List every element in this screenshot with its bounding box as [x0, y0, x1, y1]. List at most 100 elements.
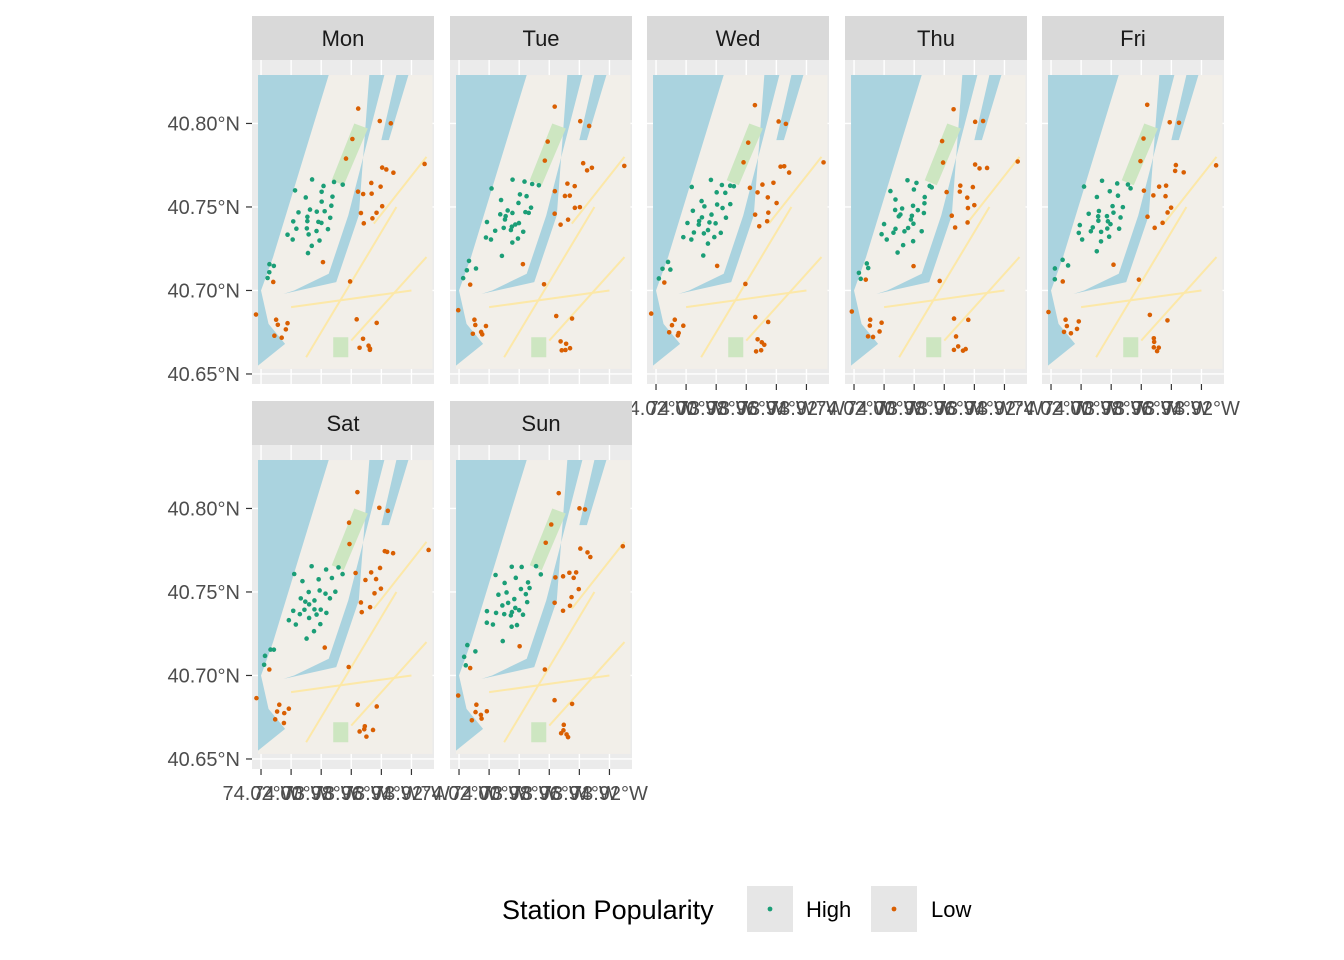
point-fri-high-32	[1095, 214, 1101, 219]
point-thu-low-12	[952, 225, 958, 230]
point-mon-low-14	[391, 170, 396, 176]
point-sat-high-31	[261, 662, 267, 668]
road-3	[373, 541, 428, 610]
facet-thu: Thu 74.02°W74.00°W73.98°W73.96°W73.94°W73…	[816, 16, 1043, 420]
point-thu-low-33	[965, 317, 971, 323]
point-tue-high-0	[489, 186, 494, 191]
point-sat-low-25	[286, 706, 292, 712]
point-fri-high-25	[1076, 230, 1082, 236]
point-tue-high-27	[499, 253, 505, 259]
point-thu-high-15	[922, 201, 927, 206]
point-sun-low-17	[543, 540, 549, 546]
point-mon-low-2	[377, 118, 383, 124]
point-tue-low-7	[565, 181, 570, 186]
point-sun-high-1	[502, 580, 507, 586]
x-tick-label-3: 73.96°W	[906, 398, 983, 420]
strip-label-sat: Sat	[326, 411, 359, 436]
strip-fri	[1042, 16, 1224, 60]
x-tick-label-0: 74.02°W	[618, 398, 695, 420]
point-sat-low-11	[367, 604, 373, 610]
point-sun-high-7	[538, 572, 544, 577]
point-sun-low-21	[473, 709, 478, 715]
point-sat-low-2	[377, 505, 382, 511]
point-fri-low-17	[1138, 158, 1143, 164]
point-sat-high-27	[304, 636, 309, 641]
central-park	[1121, 123, 1158, 186]
point-thu-high-33	[905, 225, 911, 231]
point-sat-high-12	[317, 588, 322, 593]
point-thu-low-9	[965, 205, 971, 211]
road-3	[571, 541, 626, 610]
point-mon-high-31	[265, 275, 270, 281]
point-fri-low-32	[1151, 335, 1157, 341]
point-sun-high-28	[465, 642, 470, 648]
road-1	[488, 289, 610, 309]
point-thu-low-4	[972, 162, 978, 167]
point-wed-low-31	[758, 347, 764, 353]
point-mon-high-13	[322, 208, 327, 214]
point-fri-high-16	[1077, 222, 1083, 228]
point-sun-low-4	[578, 546, 583, 551]
central-park	[331, 123, 368, 186]
point-sat-low-35	[322, 645, 328, 650]
point-fri-high-7	[1128, 186, 1133, 191]
road-0	[1095, 206, 1188, 358]
y-tick-label-3: 40.80°N	[168, 498, 241, 520]
point-thu-low-21	[867, 323, 873, 328]
point-wed-low-28	[752, 314, 758, 320]
point-tue-high-21	[516, 220, 522, 226]
point-sat-low-9	[372, 591, 377, 596]
facet-fri: Fri 74.02°W74.00°W73.98°W73.96°W73.94°W73…	[1013, 16, 1240, 420]
east-river	[1073, 75, 1175, 294]
point-sun-low-1	[548, 522, 554, 527]
point-wed-low-18	[747, 185, 753, 191]
point-tue-high-25	[483, 235, 489, 240]
point-mon-low-13	[384, 167, 389, 172]
point-tue-low-17	[542, 158, 548, 163]
point-fri-low-30	[1151, 345, 1157, 350]
point-sat-high-32	[306, 602, 312, 607]
point-sat-high-14	[327, 596, 333, 601]
point-sun-low-28	[552, 697, 557, 703]
point-tue-low-29	[563, 341, 569, 347]
point-sun-low-0	[556, 490, 562, 496]
point-wed-high-13	[720, 205, 725, 211]
point-mon-low-32	[360, 336, 366, 342]
point-fri-high-4	[1114, 181, 1120, 186]
point-tue-high-14	[526, 210, 532, 216]
point-sun-high-24	[509, 624, 514, 630]
point-wed-low-35	[714, 263, 720, 269]
point-tue-high-5	[524, 193, 529, 199]
central-park	[529, 508, 566, 571]
point-wed-low-6	[765, 195, 771, 200]
point-sat-low-14	[390, 550, 396, 556]
harlem-river	[974, 75, 1002, 141]
point-tue-low-26	[472, 317, 477, 323]
point-tue-high-7	[536, 183, 542, 188]
point-sat-low-33	[374, 704, 380, 709]
x-tick-label-5: 73.92°W	[768, 398, 845, 420]
point-wed-low-3	[783, 121, 789, 127]
central-park	[331, 508, 368, 571]
point-tue-low-34	[567, 345, 573, 351]
point-thu-low-16	[949, 213, 955, 219]
point-sun-high-25	[484, 620, 490, 626]
point-fri-low-2	[1167, 119, 1173, 125]
point-fri-high-2	[1099, 178, 1105, 184]
x-tick-label-5: 73.92°W	[966, 398, 1043, 420]
facet-tue: Tue	[450, 16, 632, 384]
point-thu-low-32	[953, 334, 959, 339]
point-sun-low-30	[558, 730, 564, 736]
point-sat-low-7	[368, 570, 374, 575]
basemap-thu	[851, 75, 1026, 369]
road-2	[548, 641, 626, 727]
point-sat-high-10	[306, 589, 312, 595]
point-thu-low-3	[980, 118, 986, 124]
strip-label-mon: Mon	[322, 26, 365, 51]
point-mon-low-33	[374, 320, 379, 326]
strip-sat	[252, 401, 434, 445]
point-sat-high-6	[336, 565, 341, 570]
point-wed-low-20	[662, 280, 667, 285]
point-fri-low-7	[1156, 184, 1162, 189]
point-thu-high-13	[915, 207, 921, 213]
